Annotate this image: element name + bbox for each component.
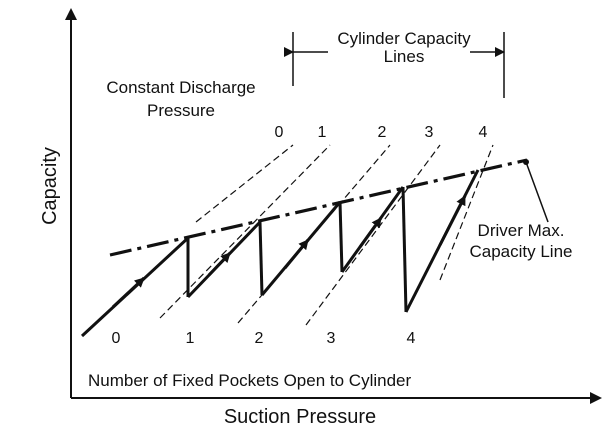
pocket-label: 3 <box>327 330 336 347</box>
path-arrow <box>111 276 146 309</box>
capacity-line-4 <box>439 144 494 281</box>
pocket-labels: 0 1 2 3 4 <box>112 330 416 347</box>
path-arrows <box>111 195 467 309</box>
pocket-label: 4 <box>407 330 416 347</box>
capacity-line-3 <box>305 144 441 326</box>
path-segment <box>401 186 408 313</box>
driver-max-leader <box>525 161 549 223</box>
path-segment <box>338 201 344 273</box>
y-axis-label: Capacity <box>39 147 61 225</box>
driver-max-capacity-line <box>109 158 528 257</box>
pocket-label: 1 <box>186 330 195 347</box>
path-segment <box>258 221 264 296</box>
capacity-line-label: 3 <box>425 124 434 141</box>
x-axis-label: Suction Pressure <box>224 406 376 428</box>
constant-discharge-label-2: Pressure <box>147 101 215 120</box>
cylinder-capacity-bracket <box>284 32 505 98</box>
path-arrow <box>358 217 383 248</box>
pocket-label: 2 <box>255 330 264 347</box>
driver-max-label-2: Capacity Line <box>469 242 572 261</box>
operating-path <box>80 169 480 338</box>
path-arrow <box>438 195 467 246</box>
driver-max-label: Driver Max. <box>478 221 565 240</box>
capacity-line-label: 2 <box>378 124 387 141</box>
capacity-line-label: 1 <box>318 124 327 141</box>
cylinder-capacity-title: Cylinder Capacity <box>337 29 471 48</box>
capacity-line-1 <box>159 144 331 319</box>
cylinder-capacity-lines <box>159 144 494 326</box>
path-arrow <box>207 251 232 277</box>
pocket-label: 0 <box>112 330 121 347</box>
capacity-line-label: 4 <box>479 124 488 141</box>
pockets-caption: Number of Fixed Pockets Open to Cylinder <box>88 371 411 390</box>
capacity-line-0 <box>195 144 294 223</box>
constant-discharge-label: Constant Discharge <box>106 78 255 97</box>
cylinder-capacity-title-2: Lines <box>384 47 425 66</box>
path-arrow <box>283 239 310 269</box>
capacity-line-label: 0 <box>275 124 284 141</box>
capacity-line-labels: 0 1 2 3 4 <box>275 124 488 141</box>
